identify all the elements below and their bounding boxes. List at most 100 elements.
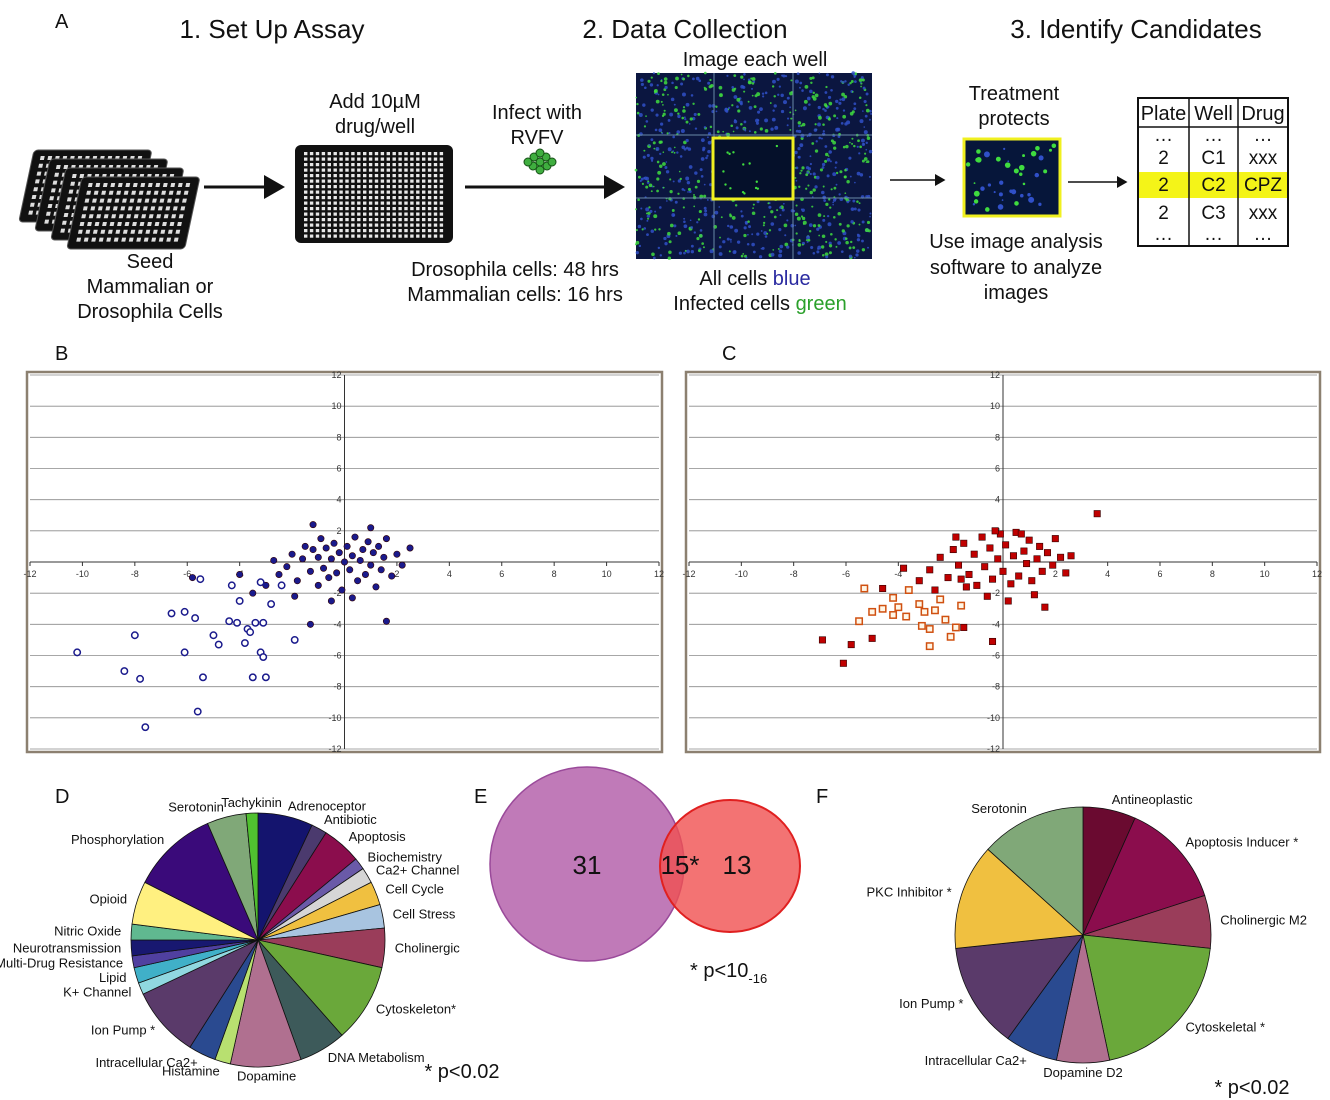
point [927, 626, 933, 632]
point [856, 618, 862, 624]
cell [777, 94, 779, 96]
well [132, 222, 137, 226]
point [961, 540, 967, 546]
cell [741, 215, 744, 218]
cell [813, 97, 817, 101]
point [181, 609, 187, 615]
cell [740, 76, 743, 79]
cell [780, 214, 782, 216]
cell [799, 172, 801, 174]
note-subscript: -16 [748, 971, 767, 986]
point [292, 637, 298, 643]
cell [810, 163, 812, 165]
seed-label: Mammalian or [87, 276, 214, 298]
well [116, 191, 121, 195]
well [328, 185, 331, 188]
well [167, 199, 172, 203]
well [416, 180, 419, 183]
pie-label: Opioid [89, 892, 127, 907]
well [345, 213, 348, 216]
well [113, 206, 118, 210]
well [387, 191, 390, 194]
cell [704, 207, 707, 210]
well [357, 152, 360, 155]
panel-label: A [55, 11, 69, 33]
cell [806, 166, 809, 169]
y-tick-label: -12 [987, 744, 1000, 754]
well [369, 174, 372, 177]
cell [836, 117, 838, 119]
cell [807, 135, 809, 137]
cell [641, 83, 644, 86]
x-tick-label: 8 [552, 569, 557, 579]
table-cell: CPZ [1244, 175, 1282, 196]
well [387, 202, 390, 205]
point [1008, 581, 1014, 587]
y-tick-label: -12 [328, 744, 341, 754]
point [995, 556, 1001, 562]
well [410, 213, 413, 216]
figure: A B C D E F 1. Set Up Assay 2. Data Coll… [0, 0, 1330, 1100]
well [369, 224, 372, 227]
cell [796, 232, 798, 234]
cell [751, 233, 753, 235]
well [428, 218, 431, 221]
cell [661, 101, 663, 103]
cell [798, 243, 802, 247]
well [416, 174, 419, 177]
well [310, 185, 313, 188]
well [357, 235, 360, 238]
well [37, 172, 42, 176]
well [67, 197, 72, 201]
well [434, 163, 437, 166]
well [416, 158, 419, 161]
well [334, 174, 337, 177]
well [310, 163, 313, 166]
well [85, 230, 90, 234]
cell [823, 215, 825, 217]
cell [711, 215, 715, 219]
well [93, 230, 98, 234]
point [381, 554, 387, 560]
point [916, 578, 922, 584]
cell [658, 247, 660, 249]
cell [636, 229, 638, 231]
cell [786, 246, 789, 249]
cell [816, 228, 819, 231]
cell [868, 229, 871, 232]
cell [735, 204, 737, 206]
well [387, 207, 390, 210]
cell [769, 229, 771, 231]
cell [838, 193, 840, 195]
drug-label: drug/well [335, 116, 415, 138]
cell [790, 79, 792, 81]
cell [704, 209, 707, 212]
well [381, 152, 384, 155]
cell [833, 199, 836, 202]
cell [659, 165, 662, 168]
cell [774, 216, 777, 219]
cell [726, 75, 728, 77]
well [387, 213, 390, 216]
well [363, 169, 366, 172]
well [158, 206, 163, 210]
well [428, 202, 431, 205]
pie-label: PKC Inhibitor * [866, 884, 951, 899]
cell [772, 249, 774, 251]
cell [667, 232, 671, 236]
pie-label: Serotonin [168, 799, 224, 814]
well [434, 235, 437, 238]
well [322, 169, 325, 172]
well [328, 163, 331, 166]
well [304, 229, 307, 232]
well [128, 206, 133, 210]
well [76, 238, 81, 242]
well [381, 169, 384, 172]
cell [744, 130, 746, 132]
cell [800, 134, 804, 138]
cell [714, 211, 718, 215]
well [316, 174, 319, 177]
cell [844, 192, 846, 194]
cell [700, 168, 703, 171]
well [375, 174, 378, 177]
